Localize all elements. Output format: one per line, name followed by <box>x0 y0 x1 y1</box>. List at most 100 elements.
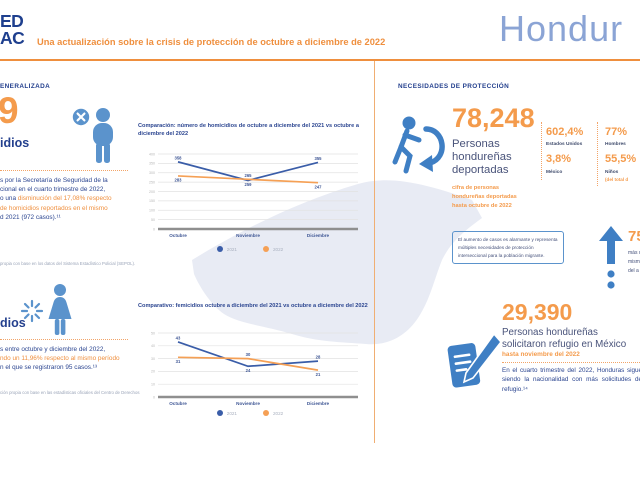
alert-box: El aumento de casos es alarmante y repre… <box>452 231 564 265</box>
svg-text:350: 350 <box>149 162 155 166</box>
svg-text:31: 31 <box>176 359 181 364</box>
svg-text:30: 30 <box>151 357 155 361</box>
svg-text:355: 355 <box>315 156 323 161</box>
paragraph-line: de homicidios reportados en el mismo <box>0 204 108 212</box>
svg-text:358: 358 <box>175 155 183 160</box>
logo-line-2: AC <box>0 27 25 48</box>
stat-mx-label: México <box>546 170 563 175</box>
svg-text:40: 40 <box>151 344 155 348</box>
svg-text:100: 100 <box>149 209 155 213</box>
femicides-chart-legend: 2021 2022 <box>138 410 362 416</box>
paragraph-line: s entre octubre y diciembre del 2022, <box>0 346 106 353</box>
stat-men-label: Hombres <box>605 142 626 147</box>
increase-value: 75, <box>628 228 640 245</box>
femicides-label: dios <box>0 316 26 330</box>
legend-item: 2021 <box>216 246 237 252</box>
deported-caption: cifra de personas hondureñas deportadas … <box>452 185 517 209</box>
femicides-chart: 50 40 30 20 10 0 43 24 28 31 30 21 Octubre Noviembre D… <box>151 331 358 406</box>
stat-children-label: Niños <box>605 170 619 175</box>
person-x-icon <box>71 107 113 163</box>
homicides-footnote: propia con base en los datos del Sistema… <box>0 261 136 266</box>
svg-text:Octubre: Octubre <box>169 233 187 238</box>
svg-text:Diciembre: Diciembre <box>307 233 330 238</box>
femicides-paragraph: s entre octubre y diciembre del 2022, nd… <box>0 346 120 374</box>
deported-label: Personas hondureñas deportadas <box>452 138 512 176</box>
right-section-title: NECESIDADES DE PROTECCIÓN <box>398 83 510 90</box>
svg-text:28: 28 <box>316 355 321 360</box>
paragraph-line: o una disminución del 17,08% respecto <box>0 195 112 203</box>
femicides-separator <box>0 339 128 340</box>
column-divider <box>374 61 375 443</box>
paragraph-line: ndo un 11,96% respecto al mismo período <box>0 355 120 363</box>
svg-text:43: 43 <box>176 335 181 340</box>
left-section-title: ENERALIZADA <box>0 83 51 90</box>
legend-dot-icon <box>263 410 269 416</box>
document-pen-icon <box>447 332 502 388</box>
svg-text:250: 250 <box>149 180 155 184</box>
svg-text:21: 21 <box>316 372 321 377</box>
svg-text:150: 150 <box>149 199 155 203</box>
refuge-period: hasta noviembre del 2022 <box>502 351 580 358</box>
svg-text:Octubre: Octubre <box>169 401 187 406</box>
homicides-number: 9 <box>0 90 19 131</box>
country-title: Hondur <box>499 8 624 49</box>
legend-dot-icon <box>216 410 223 416</box>
homicides-paragraph: s por la Secretaría de Seguridad de la c… <box>0 177 112 223</box>
stat-children-value: 55,5% <box>605 153 637 165</box>
legend-item: 2022 <box>263 246 283 252</box>
paragraph-line: s por la Secretaría de Seguridad de la <box>0 177 108 184</box>
svg-text:200: 200 <box>149 190 155 194</box>
stat-us-label: Estados Unidos <box>546 142 583 147</box>
femicides-chart-title: Comparativo: femicidios octubre a diciem… <box>138 303 368 309</box>
svg-text:20: 20 <box>151 370 155 374</box>
svg-text:Diciembre: Diciembre <box>307 401 330 406</box>
legend-dot-icon <box>216 246 223 252</box>
svg-text:10: 10 <box>151 383 155 387</box>
starburst-icon <box>20 299 44 323</box>
svg-text:0: 0 <box>153 227 155 231</box>
header-rule <box>0 59 640 61</box>
deported-value: 78,248 <box>452 103 535 133</box>
svg-text:30: 30 <box>246 352 251 357</box>
refuge-label: Personas hondureñas solicitaron refugio … <box>502 327 627 350</box>
legend-item: 2021 <box>216 410 237 416</box>
svg-text:283: 283 <box>175 178 183 183</box>
refuge-note: En el cuarto trimestre del 2022, Hondura… <box>502 367 640 393</box>
svg-text:Noviembre: Noviembre <box>236 233 260 238</box>
stats-divider-2 <box>597 122 598 186</box>
stat-mx-value: 3,8% <box>546 153 572 165</box>
redlac-logo: ED AC <box>0 11 25 48</box>
homicides-separator <box>0 170 128 171</box>
svg-text:400: 400 <box>149 152 155 156</box>
legend-dot-icon <box>263 246 269 252</box>
homicides-chart-title: Comparación: número de homicidios de oct… <box>138 123 359 137</box>
refuge-value: 29,390 <box>502 299 573 325</box>
refuge-separator <box>502 362 640 363</box>
svg-text:0: 0 <box>153 395 155 399</box>
stats-note: (del total d <box>605 177 629 182</box>
legend-item: 2022 <box>263 410 283 416</box>
stats-divider-1 <box>541 122 542 180</box>
femicides-footnote: ción propia con base en las estadísticas… <box>0 390 140 395</box>
paragraph-line: n el que se registraron 95 casos.¹³ <box>0 364 97 372</box>
svg-text:247: 247 <box>315 184 323 189</box>
svg-text:24: 24 <box>246 368 251 373</box>
woman-alert-icon <box>20 284 72 335</box>
svg-text:Noviembre: Noviembre <box>236 401 260 406</box>
svg-text:265: 265 <box>245 173 253 178</box>
increase-caption: más d mism del a <box>628 250 640 274</box>
svg-text:300: 300 <box>149 171 155 175</box>
paragraph-line: d 2021 (972 casos).¹¹ <box>0 213 61 221</box>
page-title: Una actualización sobre la crisis de pro… <box>37 37 386 47</box>
paragraph-line: cional en el cuarto trimestre de 2022, <box>0 186 106 194</box>
homicides-chart: 400 350 300 250 200 150 100 50 0 358 259 355 283 265 2… <box>149 152 358 238</box>
deportation-icon <box>392 116 445 174</box>
homicides-chart-legend: 2021 2022 <box>138 246 362 252</box>
homicides-label: idios <box>0 136 30 150</box>
honduras-map-silhouette <box>192 180 482 345</box>
svg-text:50: 50 <box>151 331 155 335</box>
stat-men-value: 77% <box>605 126 628 138</box>
logo-line-1: ED <box>0 11 24 31</box>
svg-text:50: 50 <box>151 218 155 222</box>
